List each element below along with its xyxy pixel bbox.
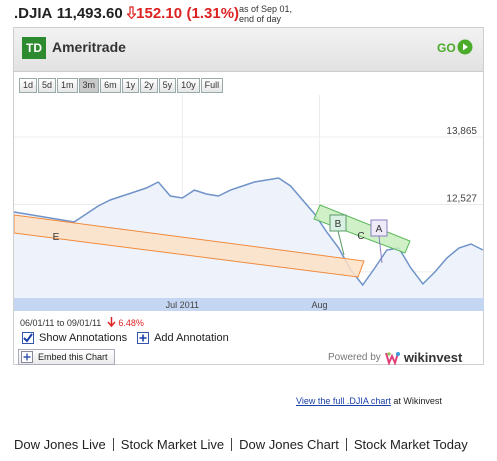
down-arrow xyxy=(126,6,137,20)
link[interactable]: View the full .DJIA chart xyxy=(296,396,391,406)
widget-header xyxy=(14,28,483,72)
range-button[interactable]: Full xyxy=(200,78,224,93)
y-tick-label: 13,865 xyxy=(446,126,477,137)
link-suffix: at Wikinvest xyxy=(393,396,442,406)
powered-label: Powered by xyxy=(328,352,381,363)
x-tick-label: Jul 2011 xyxy=(166,300,199,310)
separator xyxy=(112,438,114,451)
range-button[interactable]: 10y xyxy=(177,78,200,93)
quote-header: .DJIA 11,493.60 152.10 (1.31%) xyxy=(14,5,239,23)
date-to: 09/01/11 xyxy=(66,318,102,328)
range-button[interactable]: 1m xyxy=(57,78,78,93)
go-button[interactable]: GO xyxy=(437,41,456,55)
range-button[interactable]: 5y xyxy=(158,78,177,93)
go-icon[interactable] xyxy=(457,39,473,55)
range-button[interactable]: 1d xyxy=(19,78,38,93)
price: 11,493.60 xyxy=(56,5,123,22)
annotation-label: E xyxy=(53,232,60,243)
embed-button[interactable]: Embed this Chart xyxy=(18,349,115,365)
footer-link[interactable]: Dow Jones Live xyxy=(14,437,106,452)
symbol: .DJIA xyxy=(14,5,53,22)
separator xyxy=(231,438,233,451)
separator xyxy=(345,438,347,451)
range-button[interactable]: 6m xyxy=(100,78,121,93)
view-link: View the full .DJIA chart at Wikinvest xyxy=(296,396,442,406)
embed-label: Embed this Chart xyxy=(38,352,108,362)
change: 152.10 xyxy=(136,5,183,22)
range-button[interactable]: 3m xyxy=(78,78,100,93)
annotation-pin xyxy=(337,230,345,256)
as-of-line: end of day xyxy=(239,14,282,24)
date-to-word: to xyxy=(56,318,65,328)
range-buttons: 1d 5d 1m 3m 6m 1y 2y 5y 10y Full xyxy=(19,78,224,93)
chart-widget xyxy=(13,27,484,365)
annotation-label: B xyxy=(335,219,342,230)
y-tick-label: 12,527 xyxy=(446,193,477,204)
add-icon[interactable] xyxy=(137,332,150,344)
date-range: 06/01/11 to 09/01/11 6.48% xyxy=(20,317,144,328)
checkbox[interactable] xyxy=(22,332,34,344)
annotation-label: C xyxy=(357,231,364,242)
range-button[interactable]: 1y xyxy=(121,78,140,93)
plus-icon xyxy=(21,351,33,363)
annotation-label: A xyxy=(376,224,383,235)
footer-link[interactable]: Stock Market Live xyxy=(120,437,225,452)
as-of-line: as of Sep 01, xyxy=(239,4,293,14)
provider[interactable]: wikinvest xyxy=(403,350,463,365)
options: Show Annotations Add Annotation xyxy=(22,332,229,344)
brand[interactable]: Ameritrade xyxy=(52,39,126,55)
as-of: as of Sep 01, end of day xyxy=(239,4,292,24)
footer-links: Dow Jones Live Stock Market Live Dow Jones… xyxy=(14,437,468,452)
show-annotations[interactable]: Show Annotations xyxy=(39,332,128,344)
down-arrow xyxy=(107,317,116,328)
annotation-pin xyxy=(378,235,383,264)
powered-by: Powered by wikinvest xyxy=(328,350,462,365)
period-change: 6.48% xyxy=(118,318,144,328)
footer-link[interactable]: Stock Market Today xyxy=(353,437,468,452)
add-annotation[interactable]: Add Annotation xyxy=(154,332,229,344)
range-button[interactable]: 5d xyxy=(38,78,57,93)
range-button[interactable]: 2y xyxy=(140,78,158,93)
price-line xyxy=(14,177,484,287)
area xyxy=(14,178,483,298)
annotation-band xyxy=(14,214,365,278)
change-pct: (1.31%) xyxy=(186,5,240,22)
x-axis-strip xyxy=(14,298,484,311)
logo[interactable]: TD xyxy=(22,37,46,59)
x-tick-label: Aug xyxy=(311,300,327,310)
footer-link[interactable]: Dow Jones Chart xyxy=(239,437,339,452)
date-from: 06/01/11 xyxy=(20,318,55,328)
wikinvest-icon xyxy=(384,351,400,365)
